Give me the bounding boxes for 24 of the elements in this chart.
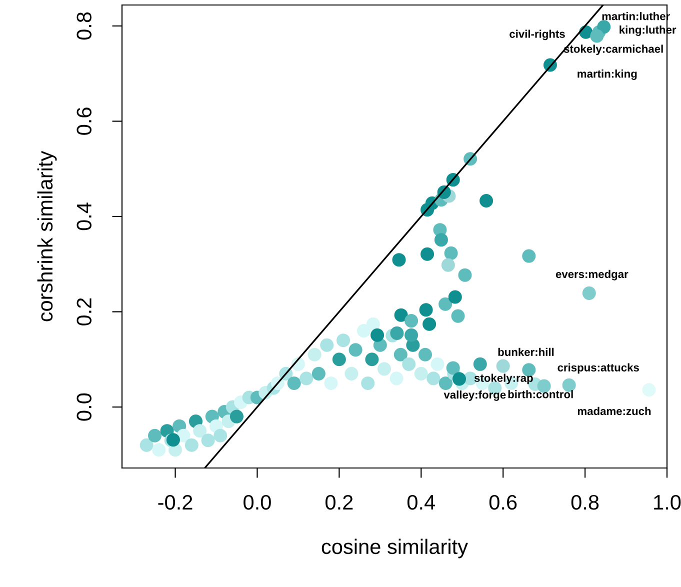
annotation: martin:king <box>578 70 637 80</box>
x-tick-label: 0.0 <box>244 494 271 510</box>
annotation: valley:forge <box>444 390 506 401</box>
annotation: crispus:attucks <box>558 363 639 374</box>
x-axis-title: cosine similarity <box>322 538 468 558</box>
annotation: evers:medgar <box>556 270 628 280</box>
y-tick-label: 0.4 <box>76 202 92 230</box>
x-tick-label: 0.2 <box>326 494 353 510</box>
x-tick-label: 1.0 <box>654 494 681 510</box>
annotation: stokely:rap <box>474 374 533 384</box>
annotation: madame:zuch <box>578 406 651 416</box>
annotation: civil-rights <box>510 30 565 40</box>
y-tick-label: 0.8 <box>76 12 92 40</box>
annotation: birth:control <box>508 390 573 398</box>
y-tick-label: 0.0 <box>76 393 92 421</box>
x-tick-label: 0.4 <box>407 494 436 510</box>
y-axis-title: corshrink similarity <box>37 150 57 322</box>
y-tick-label: 0.6 <box>76 108 92 135</box>
y-tick-label: 0.2 <box>76 298 92 326</box>
annotation: bunker:hill <box>498 348 554 356</box>
x-tick-label: -0.2 <box>158 494 192 510</box>
annotation: stokely:carmichael <box>564 44 663 56</box>
x-tick-label: 0.6 <box>489 494 517 510</box>
x-tick-label: 0.8 <box>571 494 599 510</box>
